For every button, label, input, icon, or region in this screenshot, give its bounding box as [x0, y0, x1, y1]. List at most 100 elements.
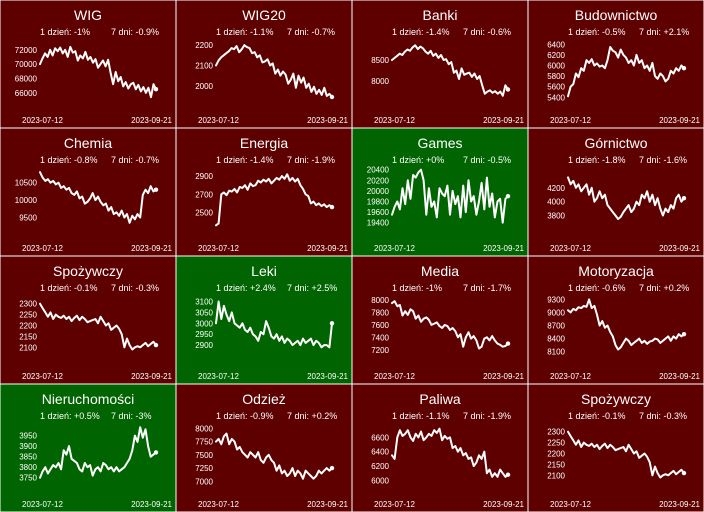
y-tick-label: 7600: [371, 321, 389, 330]
y-tick-label: 19400: [367, 219, 390, 228]
data-point: [267, 58, 269, 60]
chart-title: Games: [417, 135, 462, 151]
y-tick-label: 5800: [547, 72, 565, 81]
data-point: [502, 95, 504, 97]
y-tick-label: 5600: [547, 83, 565, 92]
chart-svg: Motoryzacja 1 dzień: -0.6% 7 dni: +0.2% 810…: [528, 256, 704, 384]
data-point: [467, 458, 470, 460]
data-point: [265, 320, 267, 322]
data-point: [638, 457, 640, 459]
data-point: [84, 462, 86, 464]
change-7d-label: 7 dni: -1.9%: [287, 155, 335, 165]
tile-background: [352, 0, 528, 128]
data-point: [310, 475, 312, 477]
data-point: [49, 311, 52, 313]
data-point: [320, 346, 323, 348]
chart-title: Górnictwo: [584, 135, 647, 151]
data-point: [273, 462, 275, 464]
data-point: [396, 305, 398, 307]
data-point: [467, 331, 470, 333]
y-tick-label: 70000: [15, 60, 38, 69]
data-point: [436, 216, 438, 218]
data-point: [47, 472, 49, 475]
data-point: [415, 433, 417, 435]
data-point: [449, 436, 451, 438]
data-point: [430, 324, 433, 326]
chart-tile: Odzież 1 dzień: -0.9% 7 dni: +0.2% 7000 7250…: [176, 384, 352, 512]
data-point: [78, 468, 81, 470]
data-point: [310, 338, 312, 340]
data-point: [291, 467, 294, 469]
data-point: [675, 67, 677, 69]
data-point: [97, 67, 99, 69]
data-point: [680, 64, 682, 67]
data-point: [622, 342, 624, 344]
data-point: [297, 470, 299, 472]
data-point: [499, 344, 501, 346]
y-tick-label: 8400: [547, 335, 565, 344]
x-tick-label-start: 2023-07-12: [198, 500, 239, 509]
data-point: [84, 318, 86, 320]
data-point: [47, 178, 49, 180]
data-point: [115, 324, 118, 327]
data-point: [152, 190, 154, 192]
chart-title: Banki: [422, 7, 457, 23]
chart-svg: WIG 1 dzień: -1% 7 dni: -0.9% 66000 68000 700…: [0, 0, 176, 128]
y-tick-label: 72000: [15, 46, 38, 55]
last-point-marker: [329, 204, 335, 210]
y-tick-label: 3100: [195, 298, 213, 307]
data-point: [617, 57, 619, 59]
data-point: [126, 462, 128, 464]
data-point: [218, 300, 220, 303]
data-point: [57, 50, 59, 52]
data-point: [401, 187, 404, 189]
data-point: [236, 45, 238, 47]
y-tick-label: 7200: [371, 346, 389, 355]
data-point: [150, 185, 152, 187]
data-point: [76, 190, 78, 192]
data-point: [117, 80, 119, 82]
data-point: [445, 58, 447, 60]
data-point: [617, 218, 619, 220]
chart-svg: Paliwa 1 dzień: -1.1% 7 dni: -1.9% 6000 6200…: [352, 384, 528, 512]
data-point: [473, 195, 475, 197]
data-point: [225, 433, 228, 435]
data-point: [620, 49, 622, 51]
data-point: [612, 335, 614, 337]
data-point: [465, 211, 467, 213]
y-tick-label: 8000: [371, 77, 389, 86]
change-7d-label: 7 dni: -0.9%: [111, 27, 159, 37]
data-point: [270, 182, 272, 184]
data-point: [277, 68, 279, 71]
x-tick-label-end: 2023-09-21: [659, 116, 700, 125]
y-tick-label: 6400: [371, 448, 389, 457]
data-point: [63, 315, 65, 317]
data-point: [461, 67, 463, 69]
y-tick-label: 3800: [19, 463, 37, 472]
data-point: [152, 83, 155, 85]
data-point: [404, 51, 406, 53]
data-point: [218, 438, 220, 440]
y-tick-label: 10000: [15, 196, 38, 205]
data-point: [73, 194, 75, 196]
data-point: [625, 57, 627, 59]
x-tick-label-start: 2023-07-12: [374, 372, 415, 381]
data-point: [659, 208, 661, 210]
data-point: [430, 50, 432, 52]
y-tick-label: 2150: [547, 460, 565, 469]
data-point: [270, 459, 272, 461]
chart-title: Chemia: [64, 135, 112, 151]
x-tick-label-end: 2023-09-21: [307, 372, 348, 381]
data-point: [420, 431, 422, 433]
data-point: [52, 318, 54, 320]
last-point-marker: [681, 196, 687, 201]
data-point: [328, 204, 330, 206]
data-point: [262, 333, 265, 335]
data-point: [396, 200, 398, 203]
data-point: [417, 171, 419, 173]
data-point: [575, 187, 577, 189]
data-point: [459, 447, 462, 449]
data-point: [65, 318, 67, 320]
data-point: [588, 445, 590, 447]
